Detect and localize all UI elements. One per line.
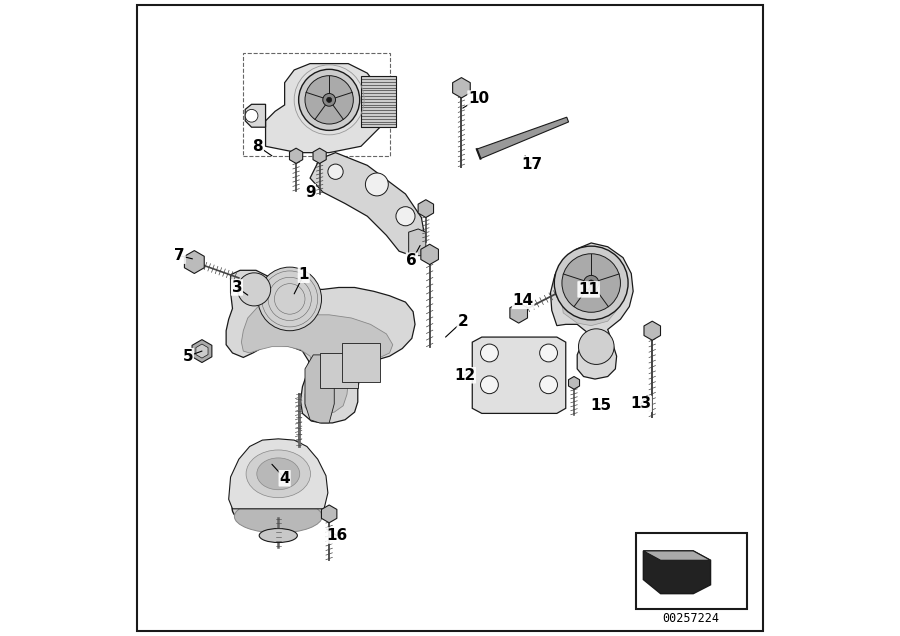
Polygon shape	[562, 261, 620, 326]
Polygon shape	[245, 104, 266, 127]
Text: 15: 15	[590, 398, 612, 413]
Circle shape	[265, 273, 315, 324]
Circle shape	[589, 339, 604, 354]
Text: 3: 3	[231, 280, 242, 295]
Polygon shape	[409, 229, 426, 256]
Text: 12: 12	[454, 368, 475, 383]
Circle shape	[243, 278, 266, 301]
Circle shape	[271, 280, 309, 318]
Circle shape	[251, 286, 257, 293]
Circle shape	[327, 97, 332, 102]
Polygon shape	[644, 551, 711, 593]
Bar	[243, 53, 390, 156]
Circle shape	[365, 173, 388, 196]
Polygon shape	[477, 117, 569, 158]
Ellipse shape	[246, 450, 310, 497]
Bar	[635, 533, 747, 609]
Text: 8: 8	[253, 139, 263, 154]
Circle shape	[258, 267, 321, 331]
Circle shape	[305, 76, 354, 124]
Circle shape	[562, 254, 620, 312]
Circle shape	[299, 69, 360, 130]
Ellipse shape	[234, 500, 322, 533]
Text: 13: 13	[630, 396, 652, 411]
Polygon shape	[310, 153, 425, 256]
Text: 00257224: 00257224	[662, 612, 719, 625]
Bar	[361, 76, 396, 127]
Circle shape	[481, 344, 499, 362]
Circle shape	[248, 283, 260, 296]
Circle shape	[284, 294, 295, 304]
Circle shape	[540, 344, 557, 362]
Circle shape	[323, 93, 336, 106]
Circle shape	[238, 273, 271, 306]
Polygon shape	[472, 337, 566, 413]
Text: 5: 5	[183, 349, 194, 364]
Circle shape	[592, 343, 600, 350]
Polygon shape	[551, 243, 634, 379]
Ellipse shape	[232, 490, 324, 528]
Text: 11: 11	[578, 282, 599, 297]
Text: 2: 2	[457, 314, 468, 329]
Polygon shape	[644, 551, 711, 560]
Polygon shape	[241, 305, 392, 415]
Circle shape	[588, 280, 594, 286]
Text: 16: 16	[326, 528, 347, 543]
Text: 17: 17	[521, 156, 542, 172]
Circle shape	[583, 334, 609, 359]
Circle shape	[245, 109, 258, 122]
Text: 6: 6	[407, 253, 418, 268]
Ellipse shape	[259, 529, 297, 543]
Circle shape	[396, 207, 415, 226]
Circle shape	[583, 275, 599, 291]
Polygon shape	[305, 355, 334, 423]
Circle shape	[481, 376, 499, 394]
Text: 14: 14	[513, 293, 534, 308]
Circle shape	[579, 329, 614, 364]
Circle shape	[540, 376, 557, 394]
Bar	[342, 343, 380, 382]
Text: 9: 9	[305, 184, 315, 200]
Polygon shape	[226, 270, 415, 423]
Text: 7: 7	[175, 248, 185, 263]
Circle shape	[278, 287, 302, 310]
Ellipse shape	[256, 458, 300, 490]
Polygon shape	[266, 64, 380, 153]
Polygon shape	[229, 439, 328, 509]
Text: 1: 1	[299, 267, 309, 282]
Bar	[361, 76, 396, 127]
Bar	[320, 353, 358, 388]
Circle shape	[554, 246, 628, 320]
Text: 10: 10	[468, 91, 490, 106]
Circle shape	[328, 164, 343, 179]
Text: 4: 4	[279, 471, 290, 486]
